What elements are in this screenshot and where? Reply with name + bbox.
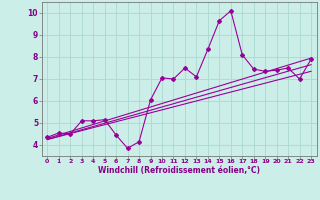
- X-axis label: Windchill (Refroidissement éolien,°C): Windchill (Refroidissement éolien,°C): [98, 166, 260, 175]
